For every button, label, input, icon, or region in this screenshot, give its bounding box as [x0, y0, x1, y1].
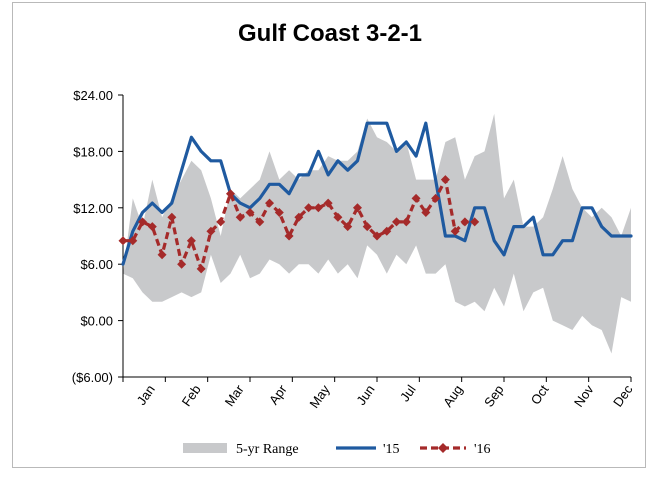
- series-2-marker: [431, 193, 441, 203]
- series-2-marker: [245, 208, 255, 217]
- series-2-marker: [411, 193, 421, 203]
- legend-label-15: '15: [383, 442, 400, 457]
- series-2-marker: [186, 236, 196, 246]
- chart-title: Gulf Coast 3-2-1: [237, 20, 423, 47]
- legend-swatch-range: [183, 443, 227, 453]
- legend-marker-16: [438, 443, 448, 453]
- y-tick-label: $0.00: [80, 314, 113, 329]
- series-2-marker: [284, 231, 294, 241]
- x-tick-label: Nov: [571, 382, 597, 410]
- series-2-marker: [440, 175, 450, 185]
- x-tick-label: Jan: [134, 382, 158, 408]
- x-tick-label: Dec: [610, 382, 636, 410]
- series-2-marker: [313, 203, 323, 213]
- y-tick-label: $24.00: [73, 88, 113, 103]
- y-tick-label: $18.00: [73, 144, 113, 159]
- x-tick-label: Mar: [222, 382, 248, 409]
- x-tick-label: Jul: [397, 382, 419, 404]
- legend: 5-yr Range '15 '16: [183, 442, 491, 457]
- y-tick-label: $12.00: [73, 201, 113, 216]
- series-2-marker: [235, 212, 245, 222]
- series-2-marker: [274, 208, 284, 217]
- x-tick-label: Aug: [440, 382, 466, 410]
- series-2-marker: [372, 231, 382, 241]
- series-2-marker: [304, 203, 314, 213]
- legend-label-range: 5-yr Range: [236, 442, 299, 457]
- series-2-marker: [265, 198, 275, 208]
- series-1-line: [121, 121, 633, 266]
- series-2-marker: [196, 264, 206, 274]
- series-2-marker: [294, 212, 304, 222]
- series-2-marker: [167, 212, 177, 222]
- series-2-marker: [157, 250, 167, 260]
- series-2-marker: [323, 198, 333, 208]
- x-tick-label: May: [306, 382, 333, 411]
- x-tick-label: Feb: [179, 382, 204, 409]
- series-2-marker: [128, 236, 138, 246]
- series-2-marker: [147, 222, 157, 232]
- series-2-marker: [333, 212, 343, 222]
- series-2-marker: [362, 222, 372, 232]
- series-2-marker: [138, 217, 148, 227]
- series-2-marker: [450, 226, 460, 236]
- x-tick-label: Jun: [353, 382, 377, 408]
- series-2-marker: [216, 217, 226, 227]
- x-tick-label: Apr: [266, 382, 290, 408]
- series-2-marker: [206, 226, 216, 236]
- series-2-marker: [392, 217, 402, 227]
- series-2-marker: [470, 217, 480, 227]
- series-layer: [118, 121, 633, 274]
- legend-label-16: '16: [474, 442, 491, 457]
- y-tick-label: $6.00: [80, 257, 113, 272]
- series-2-marker: [460, 217, 470, 227]
- series-2-marker: [343, 222, 353, 232]
- series-2-marker: [225, 189, 235, 199]
- series-2-marker: [118, 236, 128, 246]
- series-2-marker: [382, 226, 392, 236]
- x-tick-labels: Jan Feb Mar Apr May Jun Jul Aug Sep Oct Nov Dec: [134, 382, 636, 411]
- series-2-marker: [352, 203, 362, 213]
- series-2-marker: [177, 259, 187, 269]
- x-tick-label: Sep: [481, 382, 507, 410]
- y-tick-labels: $24.00 $18.00 $12.00 $6.00 $0.00 ($6.00): [72, 88, 113, 385]
- x-tick-label: Oct: [528, 382, 552, 407]
- series-2-marker: [401, 217, 411, 227]
- y-tick-label: ($6.00): [72, 370, 113, 385]
- series-2-marker: [255, 217, 265, 227]
- series-2-marker: [421, 208, 431, 217]
